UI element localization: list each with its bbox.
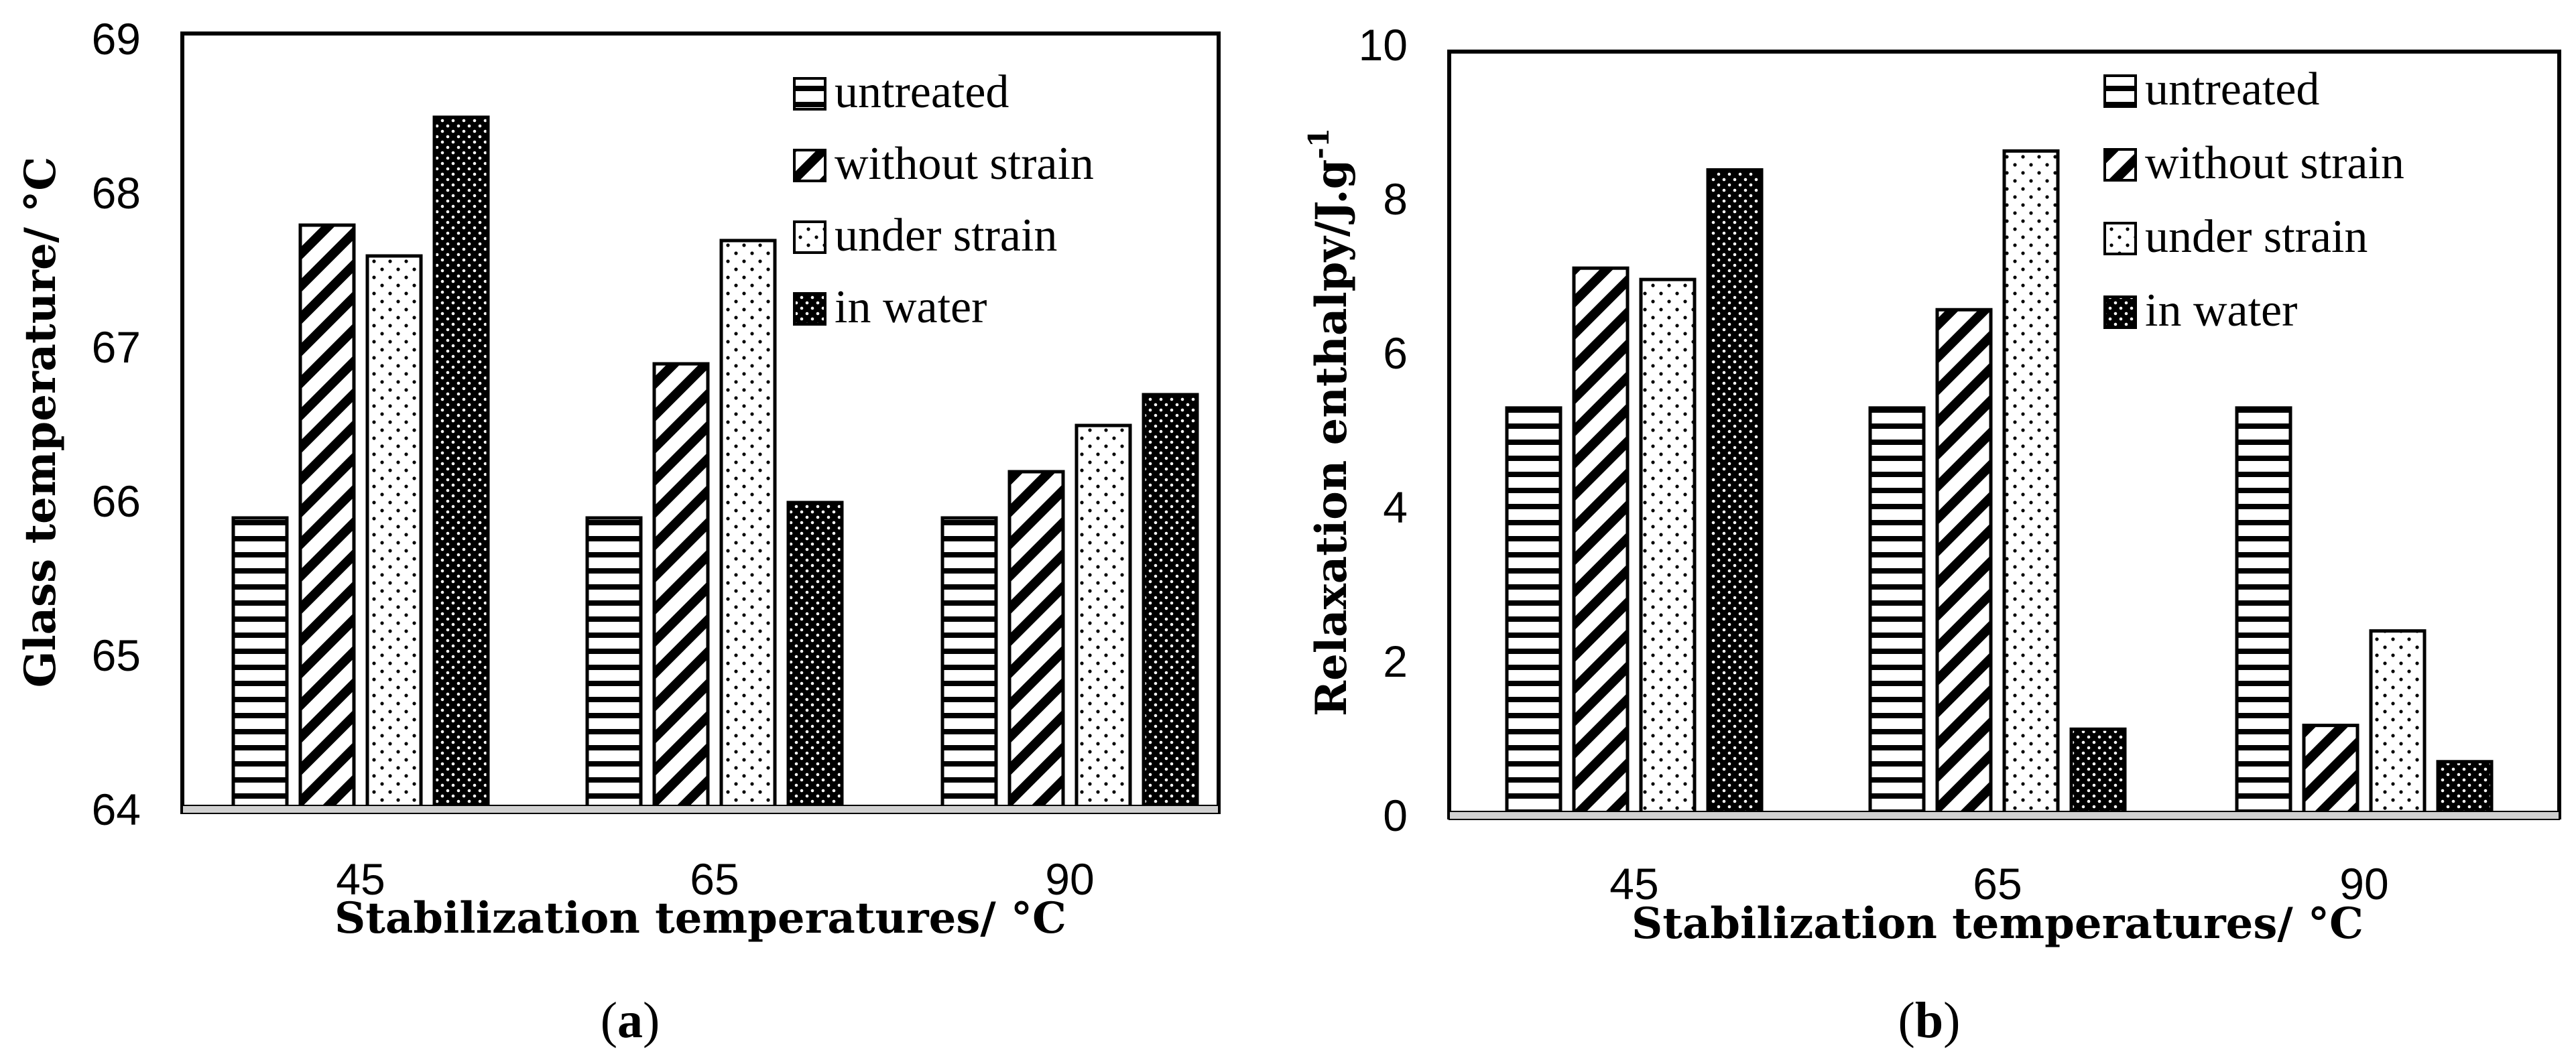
bar-untreated-65 (1868, 406, 1926, 818)
bar-in-water-90 (1142, 393, 1199, 813)
caption-a-letter: a (617, 992, 643, 1049)
chart-a-xtick: 45 (336, 854, 385, 904)
legend-label-untreated: untreated (835, 66, 1009, 118)
legend-label-without-strain: without strain (835, 138, 1094, 190)
caption-b-letter: b (1915, 992, 1943, 1049)
bar-without-strain-65 (652, 362, 710, 813)
bar-untreated-45 (231, 516, 289, 813)
bar-untreated-65 (585, 516, 643, 813)
legend-label-under-strain: under strain (835, 210, 1057, 261)
legend-label-in-water: in water (2145, 285, 2297, 336)
chart-a-ytick: 67 (92, 322, 141, 372)
legend-swatch-in-water (2103, 295, 2137, 329)
bar-under-strain-90 (1075, 423, 1132, 813)
bar-under-strain-45 (1639, 277, 1697, 818)
chart-a-xtick: 65 (690, 854, 739, 904)
chart-b-y-axis-title-exponent: -1 (1302, 128, 1335, 159)
chart-b-xtick: 65 (1973, 859, 2022, 909)
bar-in-water-90 (2436, 760, 2494, 818)
bar-without-strain-45 (1572, 266, 1630, 818)
chart-a-ytick: 64 (92, 785, 141, 834)
legend-swatch-without-strain (793, 149, 826, 182)
chart-a-xtick: 90 (1045, 854, 1094, 904)
bar-untreated-45 (1505, 406, 1562, 818)
legend-label-without-strain: without strain (2145, 137, 2404, 189)
bar-untreated-90 (940, 516, 998, 813)
chart-b-ytick: 0 (1383, 791, 1408, 840)
chart-a-ytick: 66 (92, 476, 141, 526)
bar-in-water-65 (2069, 727, 2127, 818)
chart-b-ytick: 4 (1383, 482, 1408, 532)
chart-b-x-axis-title: Stabilization temperatures/ °C (1632, 899, 2364, 949)
bar-in-water-65 (786, 501, 844, 813)
chart-a-x-axis-band (182, 805, 1219, 814)
chart-a-ytick: 69 (92, 14, 141, 64)
legend-swatch-without-strain (2103, 148, 2137, 182)
legend-swatch-untreated (793, 77, 826, 111)
legend-swatch-under-strain (2103, 222, 2137, 255)
bar-under-strain-65 (719, 239, 777, 813)
chart-a-ytick: 65 (92, 631, 141, 680)
legend-label-under-strain: under strain (2145, 211, 2368, 263)
legend-label-untreated: untreated (2145, 64, 2319, 115)
bar-under-strain-90 (2369, 629, 2427, 818)
bar-without-strain-90 (1007, 470, 1065, 813)
chart-a-ytick: 68 (92, 168, 141, 218)
chart-b-xtick: 45 (1609, 859, 1658, 909)
chart-a: 64 65 66 67 68 69 45 65 90 Stabilization… (15, 14, 1221, 1049)
caption-a: (a) (601, 992, 660, 1049)
bar-without-strain-90 (2302, 724, 2359, 818)
chart-a-y-axis-title: Glass temperature/ °C (15, 157, 66, 688)
bar-under-strain-65 (2002, 149, 2060, 818)
bar-without-strain-65 (1935, 308, 1993, 818)
chart-b-xtick: 90 (2339, 859, 2388, 909)
chart-b-y-axis-title: Relaxation enthalpy/J.g-1 (1302, 128, 1357, 716)
legend-label-in-water: in water (835, 281, 987, 333)
chart-b-legend: untreated without strain under strain in… (2103, 64, 2404, 336)
chart-b-ytick: 6 (1383, 328, 1408, 378)
chart-b-ytick: 8 (1383, 174, 1408, 224)
chart-b-ytick: 2 (1383, 637, 1408, 686)
chart-a-legend: untreated without strain under strain in… (793, 66, 1094, 333)
chart-b-y-axis-title-main: Relaxation enthalpy/J.g (1306, 159, 1357, 716)
chart-b-ytick: 10 (1359, 20, 1408, 70)
bar-without-strain-45 (298, 223, 356, 813)
legend-swatch-under-strain (793, 220, 826, 254)
legend-swatch-in-water (793, 292, 826, 326)
bar-under-strain-45 (365, 254, 423, 813)
bar-in-water-45 (432, 115, 490, 813)
chart-a-x-axis-title: Stabilization temperatures/ °C (334, 893, 1066, 943)
bar-in-water-45 (1706, 168, 1764, 818)
legend-swatch-untreated (2103, 74, 2137, 108)
bar-untreated-90 (2235, 406, 2292, 818)
chart-b-x-axis-band (1449, 811, 2560, 820)
chart-b: 0 2 4 6 8 10 45 65 90 Stabilization temp… (1302, 20, 2561, 1049)
caption-b: (b) (1898, 992, 1961, 1049)
